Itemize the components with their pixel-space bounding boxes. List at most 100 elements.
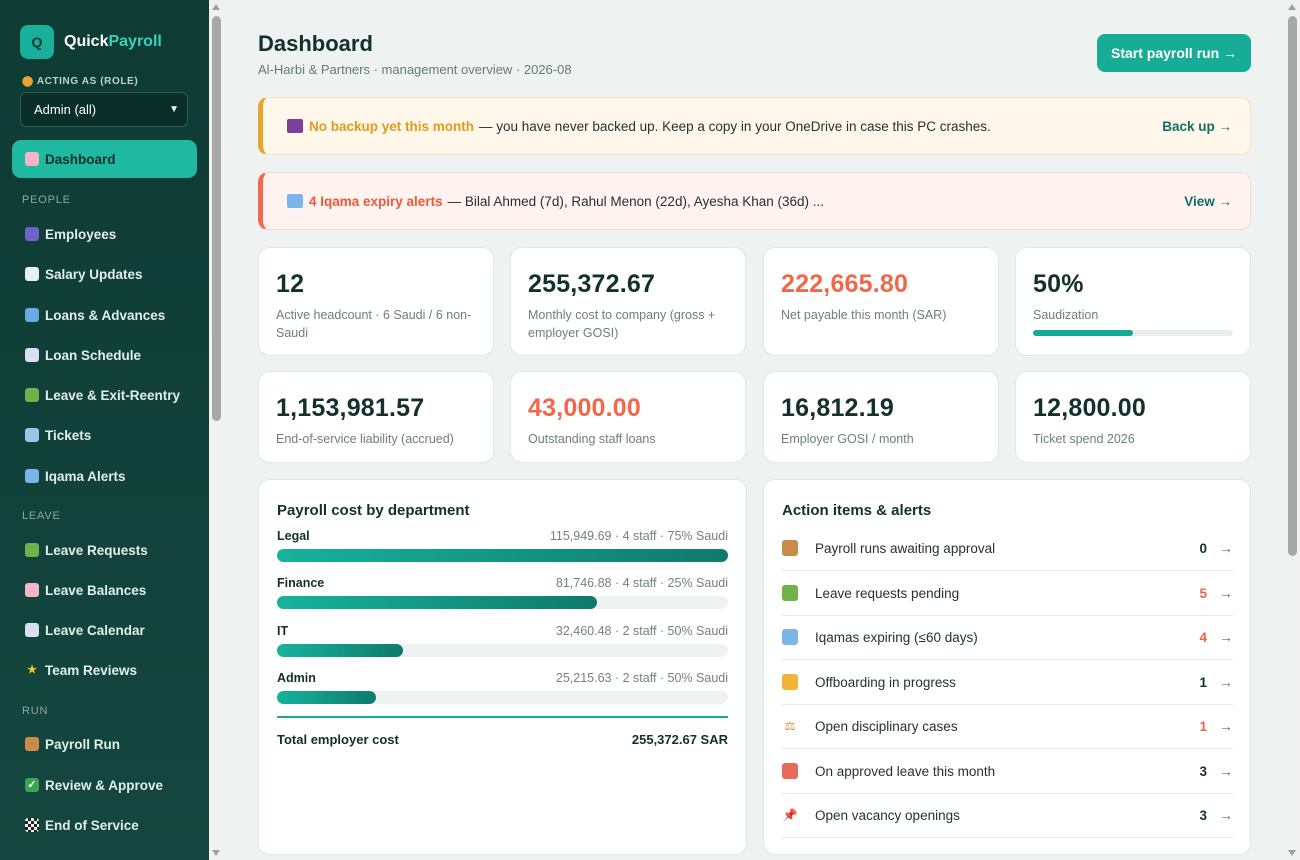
palm-tree-icon [25, 388, 39, 402]
role-select[interactable]: Admin (all) ▼ [20, 92, 188, 127]
plane-icon [25, 428, 39, 442]
brand-name: QuickPayroll [64, 33, 162, 50]
dept-bar-fill [277, 644, 404, 657]
sidebar-item-team-reviews[interactable]: ★ Team Reviews [12, 651, 197, 689]
sidebar-scroll-thumb[interactable] [212, 16, 221, 421]
sidebar-item-leave-exit-reentry[interactable]: Leave & Exit-Reentry [12, 376, 197, 414]
action-items-panel: Action items & alerts Payroll runs await… [763, 479, 1251, 855]
total-employer-cost-row: Total employer cost 255,372.67 SAR [277, 732, 728, 747]
panel-title: Action items & alerts [782, 502, 932, 519]
sidebar-item-end-of-service[interactable]: End of Service [12, 806, 197, 844]
view-iqama-alerts-link[interactable]: View → [1184, 193, 1232, 209]
wave-hand-icon [782, 674, 798, 690]
role-icon: ⬤ [22, 76, 37, 87]
palm-tree-icon [25, 543, 39, 557]
page-subtitle: Al-Harbi & Partners · management overvie… [258, 62, 572, 77]
calendar-icon [25, 623, 39, 637]
dept-bar-fill [277, 596, 598, 609]
trend-up-icon [25, 267, 39, 281]
sidebar-item-review-approve[interactable]: ✓ Review & Approve [12, 766, 197, 804]
sidebar-item-loans-advances[interactable]: Loans & Advances [12, 296, 197, 334]
checkered-flag-icon [25, 818, 39, 832]
stat-label: End-of-service liability (accrued) [276, 432, 454, 446]
arrow-right-icon: → [1219, 585, 1233, 601]
scroll-down-arrow-icon[interactable] [1288, 850, 1296, 856]
sidebar-scrollbar[interactable] [209, 0, 224, 860]
stat-card-eos-liability[interactable]: 1,153,981.57 End-of-service liability (a… [258, 371, 494, 463]
sidebar-item-payroll-run[interactable]: Payroll Run [12, 725, 197, 763]
sidebar-item-dashboard[interactable]: Dashboard [12, 140, 197, 178]
main-scrollbar[interactable] [1285, 0, 1300, 860]
sidebar-item-salary-updates[interactable]: Salary Updates [12, 255, 197, 293]
sidebar-item-leave-requests[interactable]: Leave Requests [12, 531, 197, 569]
stat-card-employer-gosi[interactable]: 16,812.19 Employer GOSI / month [763, 371, 999, 463]
stat-label: Saudization [1033, 308, 1099, 322]
sidebar: Q QuickPayroll ⬤ ACTING AS (ROLE) Admin … [0, 0, 209, 860]
bar-chart-icon [25, 583, 39, 597]
start-payroll-run-button[interactable]: Start payroll run → [1097, 34, 1251, 72]
stat-value: 1,153,981.57 [276, 394, 425, 422]
stat-card-headcount[interactable]: 12 Active headcount · 6 Saudi / 6 non-Sa… [258, 247, 494, 356]
stat-value: 12,800.00 [1033, 394, 1147, 422]
backup-banner: No backup yet this month — you have neve… [258, 97, 1251, 155]
action-item-offboarding[interactable]: Offboarding in progress 1 → [782, 660, 1233, 705]
star-icon: ★ [27, 664, 37, 676]
dept-bar-track [277, 691, 728, 704]
logo-icon: Q [20, 25, 54, 59]
arrow-right-icon: → [1219, 540, 1233, 556]
section-label-people: PEOPLE [22, 194, 71, 206]
scroll-down-arrow-icon[interactable] [212, 850, 220, 856]
sidebar-item-leave-calendar[interactable]: Leave Calendar [12, 611, 197, 649]
action-item-disciplinary[interactable]: ⚖ Open disciplinary cases 1 → [782, 704, 1233, 749]
main-scroll-thumb[interactable] [1288, 16, 1297, 556]
back-up-link[interactable]: Back up → [1162, 118, 1232, 134]
stat-value: 16,812.19 [781, 394, 895, 422]
stat-value: 12 [276, 270, 305, 298]
page-title: Dashboard [258, 31, 373, 56]
dept-bar-fill [277, 549, 728, 562]
beach-icon [782, 763, 798, 779]
sidebar-item-employees[interactable]: Employees [12, 215, 197, 253]
id-card-icon [782, 629, 798, 645]
dept-bar-track [277, 549, 728, 562]
id-card-icon [25, 469, 39, 483]
sidebar-item-tickets[interactable]: Tickets [12, 416, 197, 454]
action-item-vacancy[interactable]: 📌 Open vacancy openings 3 → [782, 793, 1233, 838]
scroll-up-arrow-icon[interactable] [212, 4, 220, 10]
card-icon [25, 308, 39, 322]
sidebar-item-iqama-alerts[interactable]: Iqama Alerts [12, 457, 197, 495]
saudization-progress-bar [1033, 330, 1233, 336]
stat-label: Monthly cost to company (gross + employe… [528, 308, 716, 340]
dept-bar-track [277, 644, 728, 657]
stat-card-ticket-spend[interactable]: 12,800.00 Ticket spend 2026 [1015, 371, 1251, 463]
stat-card-staff-loans[interactable]: 43,000.00 Outstanding staff loans [510, 371, 746, 463]
check-icon: ✓ [25, 778, 39, 792]
palm-tree-icon [782, 585, 798, 601]
arrow-right-icon: → [1219, 763, 1233, 779]
section-label-leave: LEAVE [22, 510, 61, 522]
bar-chart-icon [25, 152, 39, 166]
stat-card-saudization[interactable]: 50% Saudization [1015, 247, 1251, 356]
action-item-leave-pending[interactable]: Leave requests pending 5 → [782, 571, 1233, 616]
stat-card-monthly-cost[interactable]: 255,372.67 Monthly cost to company (gros… [510, 247, 746, 356]
floppy-disk-icon [287, 119, 303, 133]
brand[interactable]: Q QuickPayroll [20, 25, 162, 59]
action-item-payroll-awaiting[interactable]: Payroll runs awaiting approval 0 → [782, 526, 1233, 571]
arrow-right-icon: → [1219, 674, 1233, 690]
stat-value: 50% [1033, 270, 1084, 298]
abacus-icon [25, 737, 39, 751]
scroll-up-arrow-icon[interactable] [1288, 4, 1296, 10]
sidebar-item-loan-schedule[interactable]: Loan Schedule [12, 336, 197, 374]
action-item-on-leave[interactable]: On approved leave this month 3 → [782, 749, 1233, 794]
iqama-alert-banner: 4 Iqama expiry alerts — Bilal Ahmed (7d)… [258, 172, 1251, 230]
abacus-icon [782, 540, 798, 556]
panel-title: Payroll cost by department [277, 502, 470, 519]
stat-label: Net payable this month (SAR) [781, 308, 947, 322]
stat-label: Employer GOSI / month [781, 432, 914, 446]
stat-card-net-payable[interactable]: 222,665.80 Net payable this month (SAR) [763, 247, 999, 356]
dept-row-it: IT 32,460.48 · 2 staff · 50% Saudi [277, 624, 728, 657]
action-item-iqamas-expiring[interactable]: Iqamas expiring (≤60 days) 4 → [782, 615, 1233, 660]
role-select-value: Admin (all) [34, 102, 97, 117]
sidebar-item-leave-balances[interactable]: Leave Balances [12, 571, 197, 609]
id-card-icon [287, 194, 303, 208]
